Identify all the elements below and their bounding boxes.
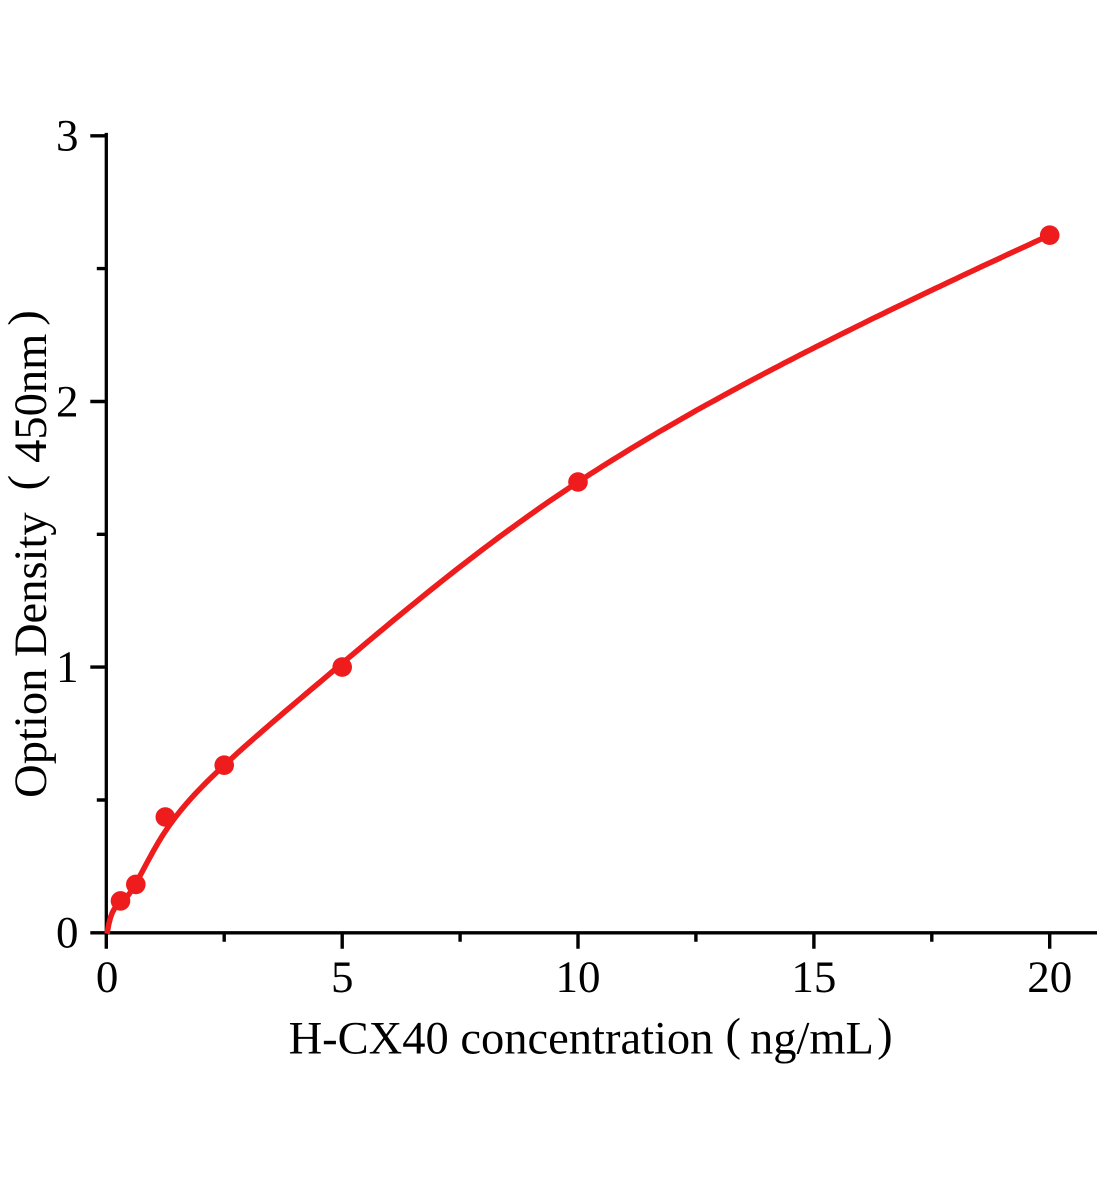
svg-text:2: 2 — [56, 376, 79, 426]
svg-text:10: 10 — [556, 952, 601, 1002]
svg-text:H-CX40 concentration(ng/mL): H-CX40 concentration(ng/mL) — [289, 1010, 893, 1065]
svg-text:Option Density(450nm): Option Density(450nm) — [0, 310, 57, 798]
svg-text:1: 1 — [56, 642, 79, 692]
svg-text:15: 15 — [791, 952, 836, 1002]
svg-text:20: 20 — [1027, 952, 1072, 1002]
svg-text:0: 0 — [56, 908, 79, 958]
svg-text:3: 3 — [56, 111, 79, 161]
svg-text:5: 5 — [331, 952, 354, 1002]
svg-text:0: 0 — [96, 952, 119, 1002]
